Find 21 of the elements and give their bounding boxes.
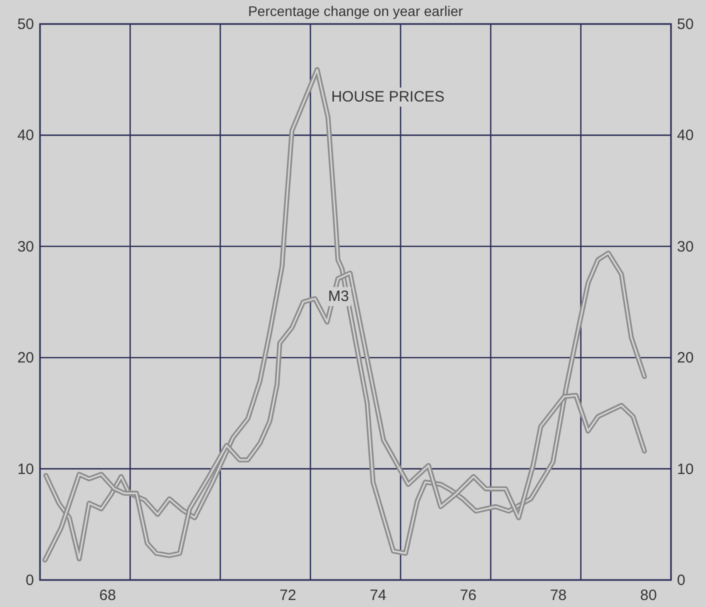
x-tick-label: 74 <box>370 587 386 604</box>
y-tick-label: 30 <box>17 238 34 256</box>
x-tick-label: 76 <box>460 587 477 604</box>
y-tick-label: 40 <box>17 127 34 144</box>
y-tick-label: 0 <box>26 572 34 589</box>
series-label: HOUSE PRICES <box>331 88 445 106</box>
x-tick-label: 78 <box>550 587 567 604</box>
chart-title: Percentage change on year earlier <box>248 3 464 19</box>
y-tick-label: 20 <box>17 350 34 367</box>
y2-tick-label: 30 <box>677 238 694 256</box>
y2-tick-label: 0 <box>677 572 686 589</box>
series-label: M3 <box>328 288 349 306</box>
y2-tick-label: 10 <box>677 460 694 478</box>
y2-tick-label: 40 <box>677 127 694 144</box>
y-tick-label: 50 <box>17 16 34 33</box>
y2-tick-label: 50 <box>677 16 694 33</box>
x-tick-label: 72 <box>280 587 296 604</box>
x-tick-label: 68 <box>99 587 116 604</box>
y-tick-label: 10 <box>17 460 34 478</box>
y2-tick-label: 20 <box>677 350 694 367</box>
x-tick-label: 80 <box>640 587 657 604</box>
